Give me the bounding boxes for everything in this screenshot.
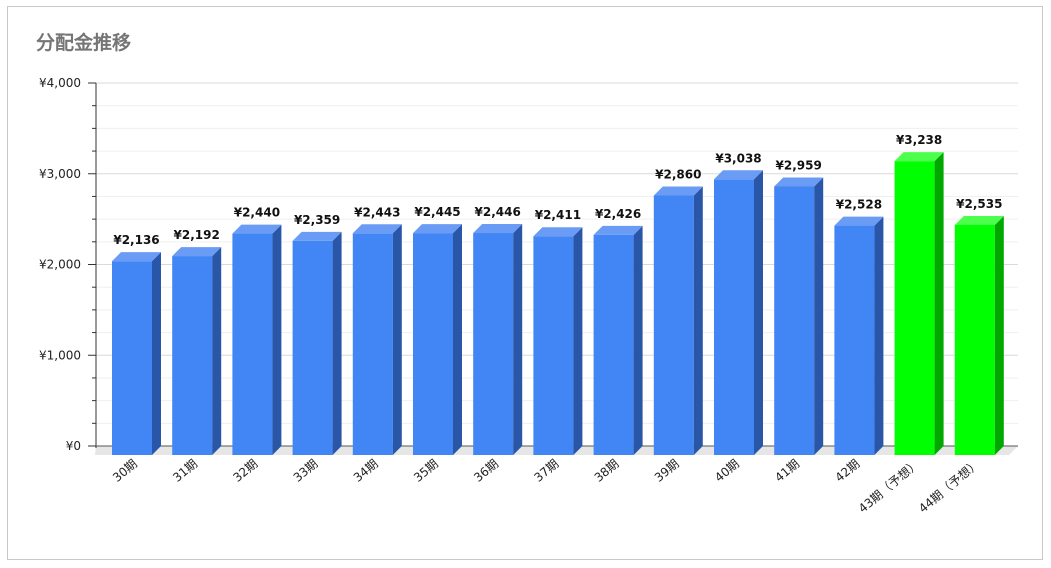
- y-tick-label: ¥4,000: [39, 76, 81, 90]
- bar-top: [593, 225, 643, 235]
- bar-side: [874, 216, 884, 455]
- data-label: ¥2,446: [475, 205, 521, 219]
- bar-top: [413, 224, 462, 234]
- bar-front: [834, 225, 875, 455]
- bar-side: [994, 215, 1004, 455]
- bar-front: [954, 224, 995, 455]
- bar-side: [633, 225, 643, 455]
- data-label: ¥2,445: [414, 205, 460, 219]
- bar-top: [352, 224, 402, 234]
- bar-side: [453, 224, 462, 455]
- x-tick-label: 34期: [351, 457, 381, 485]
- bar-top: [473, 224, 523, 234]
- x-tick-label: 38期: [592, 457, 622, 485]
- x-tick-label: 30期: [110, 457, 140, 485]
- data-label: ¥2,528: [836, 198, 882, 212]
- y-tick-label: ¥2,000: [39, 258, 81, 272]
- bar-front: [172, 256, 213, 455]
- data-label: ¥2,860: [655, 167, 701, 181]
- data-label: ¥2,411: [535, 208, 581, 222]
- data-label: ¥3,038: [715, 151, 761, 165]
- bar-side: [693, 186, 703, 455]
- bar-side: [392, 224, 402, 455]
- x-tick-label: 44期（予想）: [915, 456, 982, 516]
- bar-side: [934, 152, 944, 456]
- bar-front: [774, 186, 815, 455]
- bar-top: [292, 231, 342, 241]
- x-tick-label: 31期: [170, 457, 200, 485]
- data-label: ¥3,238: [896, 133, 942, 147]
- x-tick-label: 40期: [712, 457, 742, 485]
- bar-top: [172, 247, 222, 257]
- data-label: ¥2,959: [776, 158, 822, 172]
- bar-front: [533, 236, 574, 455]
- x-tick-label: 36期: [471, 457, 501, 485]
- data-label: ¥2,136: [113, 233, 159, 247]
- bar-top: [533, 227, 583, 237]
- bar-front: [894, 161, 935, 456]
- bar-side: [513, 224, 523, 455]
- bar-top: [774, 177, 824, 187]
- bar-side: [212, 247, 222, 455]
- data-label: ¥2,440: [234, 206, 280, 220]
- bar-front: [232, 233, 273, 455]
- bar-top: [232, 224, 282, 234]
- bar-side: [573, 227, 583, 455]
- data-label: ¥2,443: [354, 205, 400, 219]
- data-label: ¥2,359: [294, 213, 340, 227]
- bar-front: [413, 233, 453, 455]
- y-tick-label: ¥1,000: [39, 348, 81, 362]
- bar-front: [352, 233, 393, 455]
- bar-top: [834, 216, 884, 226]
- chart-title: 分配金推移: [36, 32, 132, 54]
- bar-top: [112, 252, 161, 262]
- x-tick-label: 39期: [652, 457, 682, 485]
- bar-top: [653, 186, 703, 196]
- bar-side: [332, 231, 342, 455]
- bar-front: [292, 240, 333, 455]
- x-tick-label: 41期: [772, 457, 802, 485]
- bar-top: [894, 152, 944, 162]
- y-tick-label: ¥3,000: [39, 167, 81, 181]
- bar-front: [653, 195, 694, 455]
- y-tick-label: ¥0: [66, 439, 81, 453]
- x-tick-label: 35期: [411, 457, 441, 485]
- x-tick-label: 42期: [832, 457, 862, 485]
- x-tick-label: 33期: [291, 457, 321, 485]
- data-label: ¥2,426: [595, 207, 641, 221]
- bars: [112, 152, 1004, 456]
- bar-side: [152, 252, 161, 455]
- bar-front: [593, 234, 634, 455]
- bar-top: [954, 215, 1004, 225]
- bar-side: [754, 170, 763, 455]
- bar-front: [112, 261, 152, 455]
- bar-front: [714, 179, 754, 455]
- x-tick-label: 37期: [531, 457, 561, 485]
- x-tick-label: 32期: [230, 457, 260, 485]
- bar-front: [473, 233, 514, 455]
- bar-top: [714, 170, 763, 180]
- data-label: ¥2,192: [174, 228, 220, 242]
- bar-side: [814, 177, 824, 455]
- x-tick-label: 43期（予想）: [855, 456, 922, 516]
- bar-side: [272, 224, 282, 455]
- data-label: ¥2,535: [956, 197, 1002, 211]
